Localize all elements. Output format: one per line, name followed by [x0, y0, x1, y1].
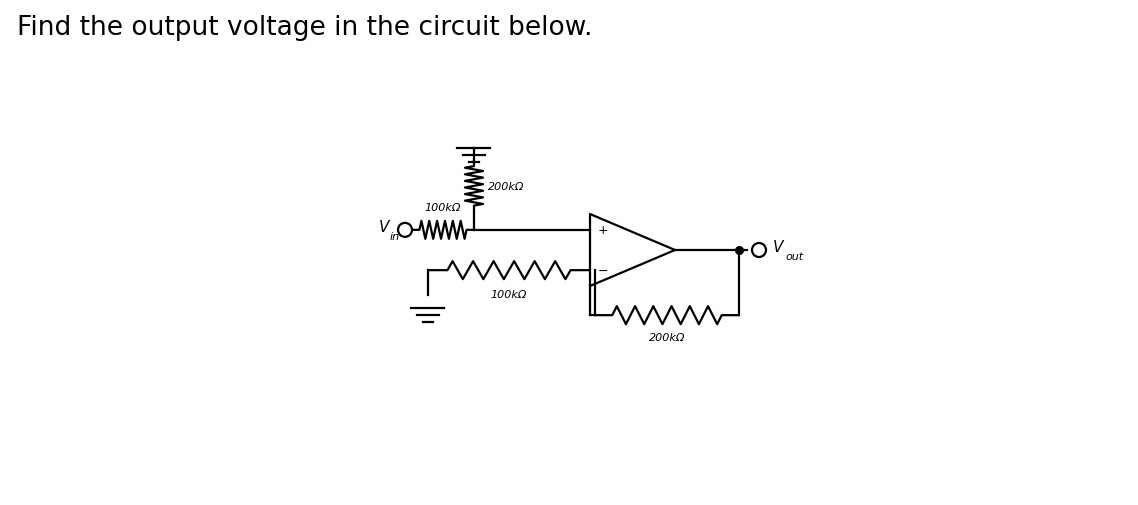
Text: V: V — [379, 220, 389, 235]
Text: 100kΩ: 100kΩ — [490, 289, 527, 299]
Text: Find the output voltage in the circuit below.: Find the output voltage in the circuit b… — [17, 15, 593, 41]
Text: out: out — [785, 251, 803, 262]
Text: 200kΩ: 200kΩ — [649, 332, 685, 342]
Text: 200kΩ: 200kΩ — [488, 181, 525, 191]
Text: V: V — [773, 240, 783, 255]
Text: +: + — [597, 224, 609, 237]
Text: in: in — [390, 231, 399, 241]
Text: 100kΩ: 100kΩ — [424, 203, 461, 213]
Text: −: − — [597, 264, 609, 277]
